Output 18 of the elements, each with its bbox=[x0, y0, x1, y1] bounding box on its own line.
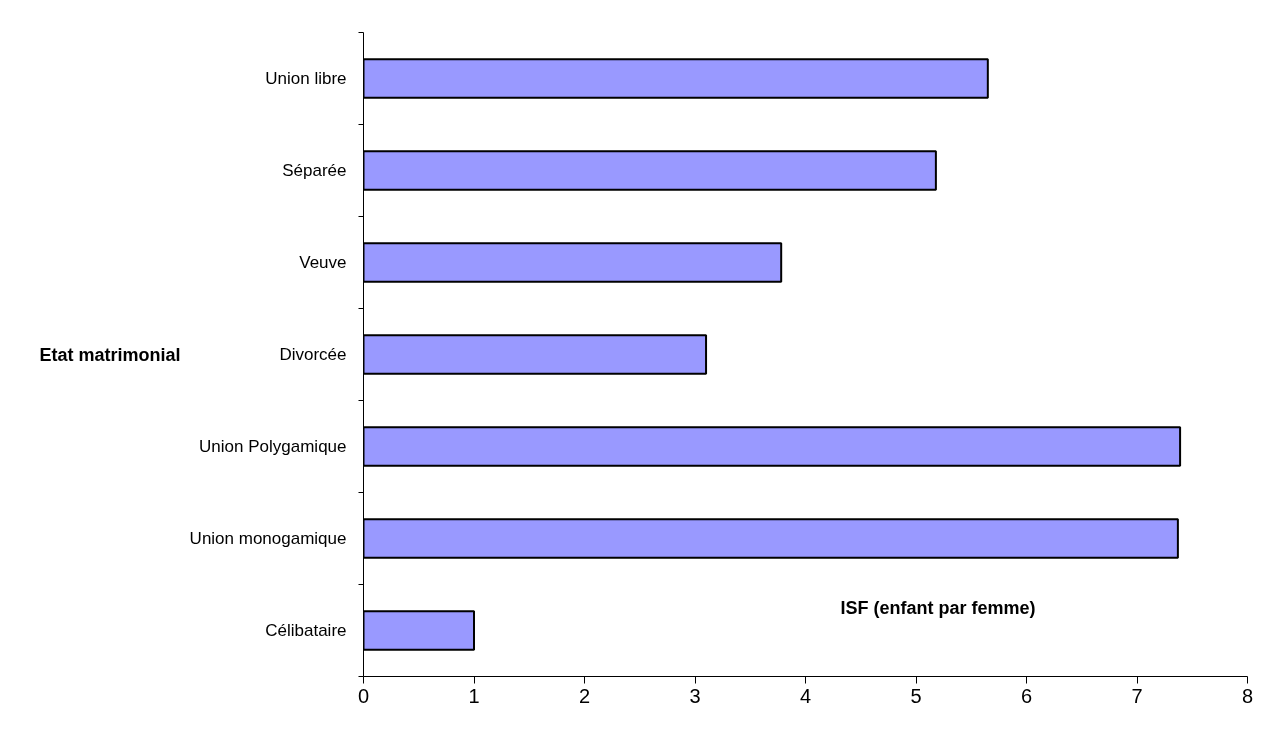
y-axis-title: Etat matrimonial bbox=[39, 344, 181, 365]
x-tick-label: 0 bbox=[357, 684, 370, 707]
y-tick-label: Union libre bbox=[265, 69, 347, 88]
x-tick-label: 8 bbox=[1241, 684, 1254, 707]
x-tick-label: 5 bbox=[910, 684, 922, 707]
x-tick-label: 2 bbox=[578, 684, 591, 707]
x-tick-label: 1 bbox=[468, 684, 480, 707]
x-tick-label: 6 bbox=[1020, 684, 1033, 707]
y-tick-label: Divorcée bbox=[279, 345, 347, 364]
x-axis-title: ISF (enfant par femme) bbox=[840, 597, 1036, 618]
x-tick-label: 3 bbox=[689, 684, 701, 707]
y-tick-label: Union Polygamique bbox=[199, 437, 347, 456]
y-tick-label: Union monogamique bbox=[189, 529, 347, 548]
x-tick-label: 7 bbox=[1131, 684, 1143, 707]
x-tick-label: 4 bbox=[799, 684, 812, 707]
y-tick-label: Séparée bbox=[282, 161, 347, 180]
y-tick-label: Célibataire bbox=[265, 621, 347, 640]
y-tick-label: Veuve bbox=[299, 253, 347, 272]
